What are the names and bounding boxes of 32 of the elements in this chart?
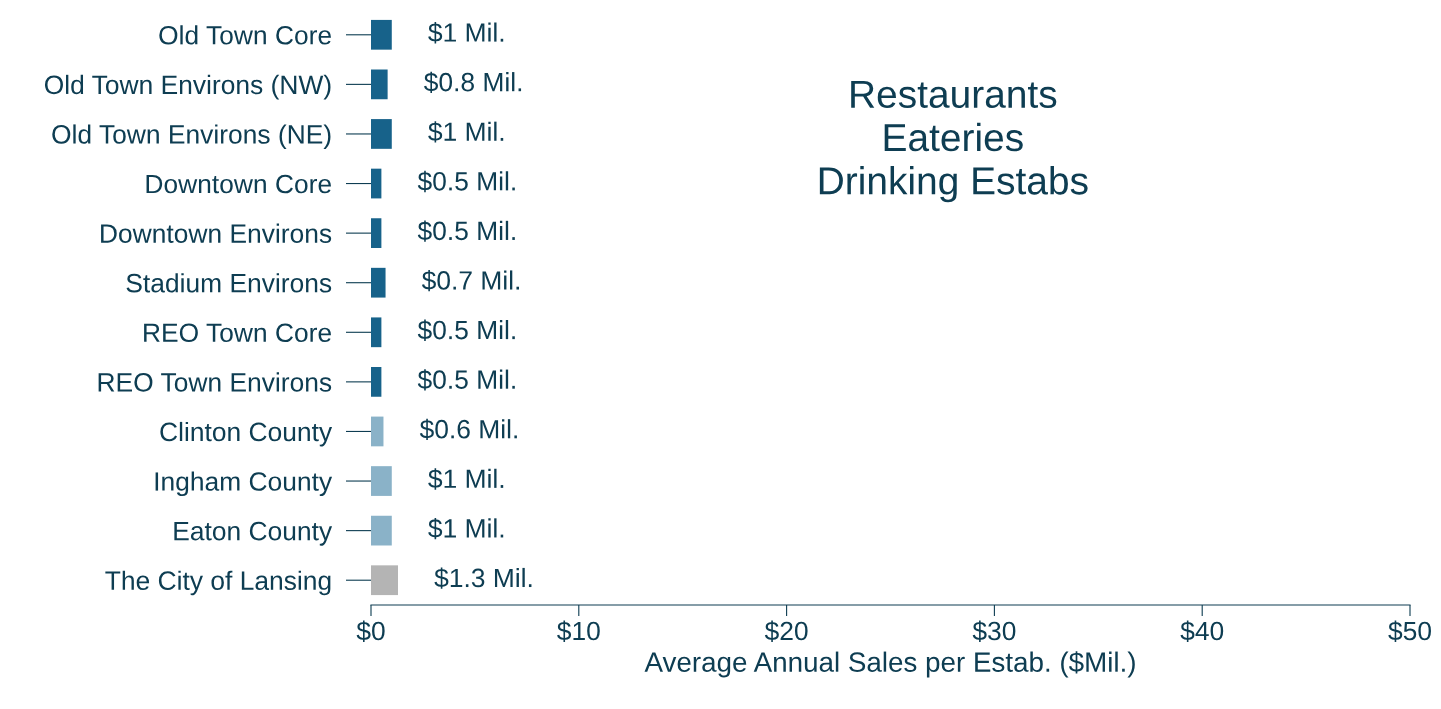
- data-label: $0.5 Mil.: [417, 319, 515, 341]
- data-label: $0.7 Mil.: [421, 270, 519, 292]
- x-tick-label: $30: [972, 620, 1016, 642]
- y-tick-label: Old Town Environs (NW): [44, 74, 331, 100]
- y-tick-label: Ingham County: [155, 471, 333, 497]
- y-tick-label: Downtown Environs: [101, 223, 332, 243]
- y-tick-label: Downtown Core: [146, 174, 331, 194]
- data-label: $0.5 Mil.: [417, 220, 515, 242]
- data-label: $1.3 Mil.: [434, 567, 532, 589]
- text: Restaurants Eateries Drinking Estabs: [819, 80, 1088, 203]
- x-axis-title: Average Annual Sales per Estab. ($Mil.): [644, 651, 1135, 678]
- data-label: $0.5 Mil.: [417, 170, 515, 193]
- x-tick-label: $0: [356, 620, 385, 642]
- x-tick-label: $10: [557, 620, 600, 642]
- data-label: $0.6 Mil.: [419, 418, 517, 441]
- y-tick-label: REO Town Core: [144, 323, 331, 343]
- data-label: $1 Mil.: [428, 121, 504, 143]
- data-label: $1 Mil.: [428, 22, 504, 44]
- x-tick-label: $20: [764, 620, 808, 642]
- data-label: $0.8 Mil.: [424, 71, 522, 94]
- y-tick-label: Stadium Environs: [126, 273, 332, 293]
- y-tick-label: The City of Lansing: [105, 570, 331, 596]
- x-tick-label: $50: [1388, 620, 1431, 642]
- x-tick-label: $40: [1180, 620, 1224, 642]
- y-tick-label: Old Town Core: [159, 25, 331, 45]
- y-tick-label: Eaton County: [174, 521, 333, 546]
- y-tick-label: REO Town Environs: [98, 372, 332, 392]
- y-tick-label: Clinton County: [160, 421, 333, 447]
- data-label: $0.5 Mil.: [417, 369, 515, 391]
- y-tick-label: Old Town Environs (NE): [52, 124, 331, 149]
- data-label: $1 Mil.: [428, 517, 504, 540]
- data-label: $1 Mil.: [428, 468, 504, 490]
